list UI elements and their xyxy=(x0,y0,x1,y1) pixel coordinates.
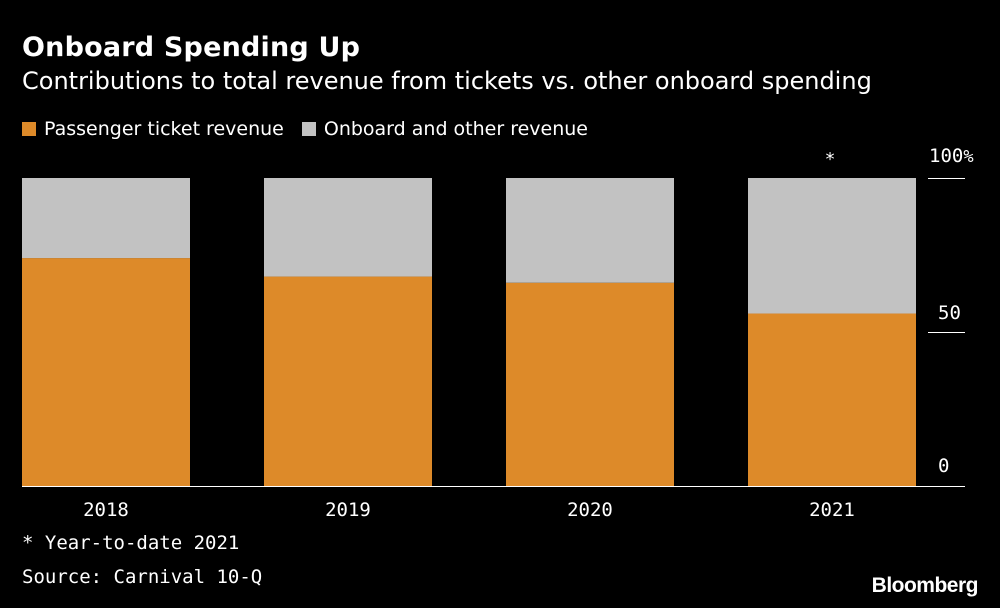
legend-item-ticket: Passenger ticket revenue xyxy=(22,118,284,140)
bar-onboard-2018 xyxy=(22,178,190,259)
legend-label-onboard: Onboard and other revenue xyxy=(323,118,588,140)
source-note: Source: Carnival 10-Q xyxy=(22,566,263,588)
y-unit-label: % xyxy=(963,147,974,167)
x-tick-label-2021: 2021 xyxy=(809,499,855,521)
year-to-date-marker: * xyxy=(825,149,836,170)
bar-onboard-2019 xyxy=(264,178,432,277)
chart-subtitle: Contributions to total revenue from tick… xyxy=(22,67,872,95)
legend-swatch-onboard xyxy=(301,122,316,136)
legend-item-onboard: Onboard and other revenue xyxy=(301,118,588,140)
x-tick-label-2019: 2019 xyxy=(325,499,371,521)
y-axis-top-label: 100% xyxy=(929,145,974,167)
y-tick-label-100: 100 xyxy=(929,145,964,167)
bar-onboard-2020 xyxy=(506,178,674,283)
x-tick-label-2020: 2020 xyxy=(567,499,613,521)
footnote: * Year-to-date 2021 xyxy=(22,532,240,554)
y-tick-label-50: 50 xyxy=(938,302,961,324)
chart-title: Onboard Spending Up xyxy=(22,32,361,63)
legend-label-ticket: Passenger ticket revenue xyxy=(44,118,284,140)
bar-ticket-2018 xyxy=(22,258,190,486)
bar-ticket-2020 xyxy=(506,282,674,486)
y-tick-label-0: 0 xyxy=(938,455,949,477)
bloomberg-logo: Bloomberg xyxy=(871,574,979,597)
legend: Passenger ticket revenue Onboard and oth… xyxy=(22,118,606,140)
x-tick-label-2018: 2018 xyxy=(83,499,129,521)
legend-swatch-ticket xyxy=(22,122,36,136)
bar-ticket-2021 xyxy=(748,313,916,486)
bar-ticket-2019 xyxy=(264,276,432,486)
bar-onboard-2021 xyxy=(748,178,916,314)
